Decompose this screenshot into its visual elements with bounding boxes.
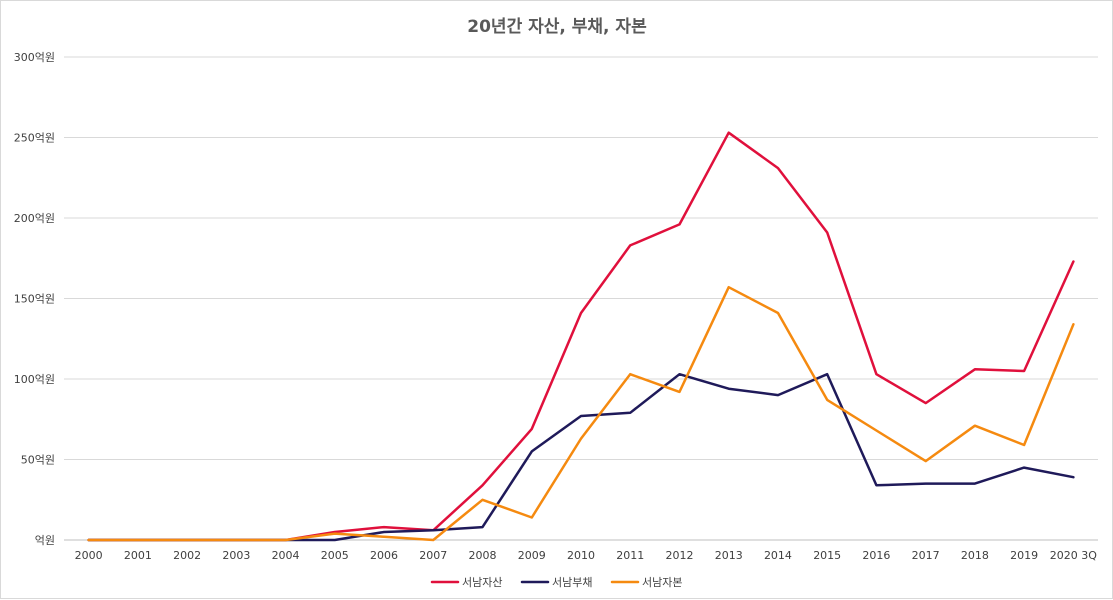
x-tick-label: 2016 [862, 549, 890, 562]
y-tick-label: 200억원 [14, 212, 55, 225]
x-tick-label: 2010 [567, 549, 595, 562]
x-tick-label: 2000 [75, 549, 103, 562]
series-line [87, 285, 1075, 542]
x-tick-label: 2001 [124, 549, 152, 562]
x-tick-label: 2002 [173, 549, 201, 562]
x-tick-label: 2005 [321, 549, 349, 562]
x-tick-label: 2008 [469, 549, 497, 562]
x-tick-label: 2013 [715, 549, 743, 562]
y-axis-ticks: 억원 50억원 100억원 150억원 200억원 250억원 300억원 [14, 51, 55, 547]
y-tick-label: 100억원 [14, 373, 55, 386]
legend-label: 서남자산 [462, 576, 502, 589]
legend-label: 서남자본 [642, 576, 682, 589]
y-tick-label: 억원 [35, 534, 55, 547]
x-tick-label: 2014 [764, 549, 792, 562]
y-tick-label: 250억원 [14, 132, 55, 145]
x-tick-label: 2003 [222, 549, 250, 562]
series-line [87, 131, 1075, 542]
x-tick-label: 2009 [518, 549, 546, 562]
x-axis-ticks: 2000 2001 2002 2003 2004 2005 2006 2007 2008 2009… [75, 549, 1098, 562]
x-tick-label: 2019 [1010, 549, 1038, 562]
x-tick-label: 2012 [665, 549, 693, 562]
legend-label: 서남부채 [552, 576, 592, 589]
y-tick-label: 50억원 [21, 454, 55, 467]
y-tick-label: 150억원 [14, 293, 55, 306]
x-tick-label: 2011 [616, 549, 644, 562]
gridlines [64, 56, 1098, 541]
chart-title: 20년간 자산, 부채, 자본 [467, 17, 647, 37]
x-tick-label: 2018 [961, 549, 989, 562]
series-line [87, 372, 1075, 542]
x-tick-label: 2004 [272, 549, 300, 562]
x-tick-label: 2017 [912, 549, 940, 562]
x-tick-label: 2020 3Q [1050, 549, 1097, 562]
x-tick-label: 2015 [813, 549, 841, 562]
y-tick-label: 300억원 [14, 51, 55, 64]
x-tick-label: 2006 [370, 549, 398, 562]
legend: 서남자산 서남부채 서남자본 [430, 576, 682, 589]
x-tick-label: 2007 [419, 549, 447, 562]
series-lines [87, 131, 1075, 542]
